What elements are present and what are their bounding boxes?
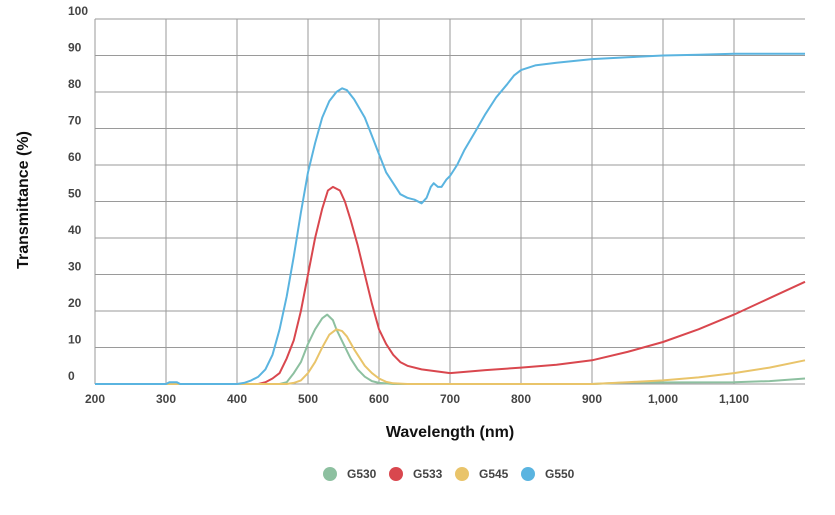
series-line-g545 <box>95 328 806 385</box>
y-tick-label: 70 <box>68 114 82 128</box>
y-tick-label: 60 <box>68 150 82 164</box>
x-tick-label: 600 <box>369 392 389 406</box>
x-tick-label: 800 <box>511 392 531 406</box>
y-tick-label: 40 <box>68 223 82 237</box>
legend-label: G545 <box>479 467 509 481</box>
legend: G530 G533 G545 G550 <box>323 467 575 481</box>
grid <box>94 18 805 385</box>
x-axis-label: Wavelength (nm) <box>386 424 514 441</box>
y-tick-label: 90 <box>68 41 82 55</box>
y-axis-label: Transmittance (%) <box>15 131 32 269</box>
y-tick-label: 80 <box>68 77 82 91</box>
legend-marker-g550 <box>521 467 535 481</box>
x-tick-label: 500 <box>298 392 318 406</box>
x-tick-label: 300 <box>156 392 176 406</box>
y-axis-ticks: 0 10 20 30 40 50 60 70 80 90 100 <box>68 4 88 383</box>
x-tick-label: 700 <box>440 392 460 406</box>
legend-marker-g533 <box>389 467 403 481</box>
legend-marker-g545 <box>455 467 469 481</box>
legend-label: G530 <box>347 467 377 481</box>
legend-label: G533 <box>413 467 443 481</box>
legend-marker-g530 <box>323 467 337 481</box>
y-tick-label: 0 <box>68 369 75 383</box>
x-tick-label: 200 <box>85 392 105 406</box>
x-tick-label: 1,000 <box>648 392 678 406</box>
legend-label: G550 <box>545 467 575 481</box>
x-tick-label: 900 <box>582 392 602 406</box>
y-tick-label: 30 <box>68 260 82 274</box>
series-lines <box>95 52 806 385</box>
y-tick-label: 100 <box>68 4 88 18</box>
y-tick-label: 50 <box>68 187 82 201</box>
series-line-g550 <box>95 52 805 385</box>
y-tick-label: 10 <box>68 333 82 347</box>
x-tick-label: 1,100 <box>719 392 749 406</box>
x-axis-ticks: 200 300 400 500 600 700 800 900 1,000 1,100 <box>85 392 749 406</box>
y-tick-label: 20 <box>68 296 82 310</box>
x-tick-label: 400 <box>227 392 247 406</box>
series-line-g533 <box>95 185 806 385</box>
